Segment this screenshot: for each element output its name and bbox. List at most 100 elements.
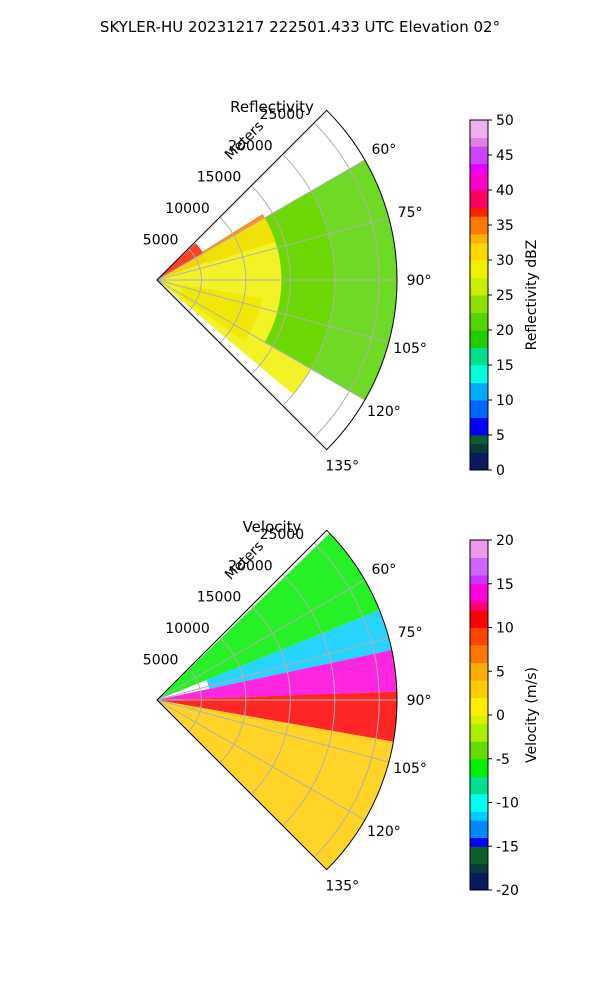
colorbar-swatch	[470, 268, 488, 278]
colorbar-swatch	[470, 426, 488, 436]
colorbar-swatch	[470, 190, 488, 200]
azimuth-tick-label: 135°	[325, 458, 359, 474]
colorbar-swatch	[470, 653, 488, 663]
colorbar-swatch	[470, 198, 488, 208]
colorbar-swatch	[470, 347, 488, 357]
reflectivity-panel: Reflectivity500010000150002000025000Mete…	[143, 98, 540, 479]
colorbar-swatch	[470, 557, 488, 567]
colorbar-swatch	[470, 225, 488, 235]
colorbar-swatch	[470, 872, 488, 882]
azimuth-spoke	[156, 279, 366, 401]
azimuth-spoke	[156, 699, 366, 821]
range-tick-label: 25000	[260, 107, 305, 123]
colorbar-swatch	[470, 155, 488, 165]
azimuth-spoke	[156, 279, 389, 343]
panel-title: Velocity	[243, 518, 302, 536]
colorbar-swatch	[470, 417, 488, 427]
colorbar-tick-label: 20	[496, 323, 514, 339]
data-region	[157, 533, 380, 700]
colorbar-tick-label: 5	[496, 428, 505, 444]
colorbar-swatch	[470, 295, 488, 305]
colorbar-swatch	[470, 750, 488, 760]
colorbar-swatch	[470, 540, 488, 550]
colorbar-swatch	[470, 408, 488, 418]
colorbar-swatch	[470, 207, 488, 217]
colorbar-swatch	[470, 785, 488, 795]
colorbar-swatch	[470, 793, 488, 803]
colorbar-swatch	[470, 338, 488, 348]
data-region	[157, 242, 208, 280]
colorbar-swatch	[470, 137, 488, 147]
colorbar-swatch	[470, 566, 488, 576]
range-tick-label: 15000	[197, 590, 242, 606]
colorbar-swatch	[470, 400, 488, 410]
azimuth-tick-label: 135°	[325, 878, 359, 894]
azimuth-tick-label: 105°	[393, 761, 427, 777]
range-tick-label: 15000	[197, 170, 242, 186]
colorbar-swatch	[470, 128, 488, 138]
colorbar-label: Reflectivity dBZ	[524, 240, 540, 351]
colorbar-tick-label: 15	[496, 358, 514, 374]
colorbar-swatch	[470, 662, 488, 672]
azimuth-tick-label: 90°	[407, 693, 432, 709]
colorbar-tick-label: 10	[496, 621, 514, 637]
colorbar-tick-label: 10	[496, 393, 514, 409]
colorbar-swatch	[470, 461, 488, 471]
colorbar-swatch	[470, 645, 488, 655]
colorbar-swatch	[470, 303, 488, 313]
colorbar-swatch	[470, 767, 488, 777]
colorbar-swatch	[470, 610, 488, 620]
colorbar-swatch	[470, 120, 488, 130]
colorbar-swatch	[470, 163, 488, 173]
data-region	[206, 610, 392, 689]
colorbar-swatch	[470, 277, 488, 287]
azimuth-tick-label: 120°	[367, 404, 401, 420]
colorbar-label: Velocity (m/s)	[524, 667, 540, 763]
colorbar-swatch	[470, 855, 488, 865]
azimuth-tick-label: 75°	[398, 205, 423, 221]
colorbar-swatch	[470, 330, 488, 340]
colorbar-tick-label: 40	[496, 183, 514, 199]
azimuth-tick-label: 120°	[367, 824, 401, 840]
range-tick-label: 10000	[165, 621, 210, 637]
colorbar-tick-label: 25	[496, 288, 514, 304]
colorbar-swatch	[470, 706, 488, 716]
sector-frame	[156, 529, 398, 871]
colorbar-swatch	[470, 776, 488, 786]
colorbar-swatch	[470, 881, 488, 891]
colorbar-tick-label: -20	[496, 883, 519, 899]
colorbar-swatch	[470, 365, 488, 375]
colorbar-tick-label: 30	[496, 253, 514, 269]
azimuth-tick-label: 75°	[398, 625, 423, 641]
colorbar-tick-label: 15	[496, 577, 514, 593]
colorbar-swatch	[470, 452, 488, 462]
colorbar-swatch	[470, 863, 488, 873]
colorbar-swatch	[470, 216, 488, 226]
azimuth-tick-label: 60°	[371, 562, 396, 578]
colorbar-swatch	[470, 181, 488, 191]
azimuth-tick-label: 60°	[371, 142, 396, 158]
colorbar-swatch	[470, 373, 488, 383]
colorbar-swatch	[470, 697, 488, 707]
colorbar-swatch	[470, 828, 488, 838]
colorbar-tick-label: 0	[496, 463, 505, 479]
colorbar-swatch	[470, 732, 488, 742]
colorbar-swatch	[470, 260, 488, 270]
colorbar-swatch	[470, 715, 488, 725]
colorbar-swatch	[470, 172, 488, 182]
colorbar-swatch	[470, 575, 488, 585]
azimuth-spoke	[156, 159, 366, 281]
colorbar-swatch	[470, 837, 488, 847]
colorbar-swatch	[470, 233, 488, 243]
azimuth-spoke	[156, 579, 366, 701]
azimuth-spoke	[156, 699, 389, 763]
colorbar-swatch	[470, 312, 488, 322]
colorbar-swatch	[470, 146, 488, 156]
colorbar-tick-label: 20	[496, 533, 514, 549]
data-region	[157, 700, 394, 870]
colorbar-swatch	[470, 688, 488, 698]
colorbar-swatch	[470, 382, 488, 392]
colorbar-tick-label: 50	[496, 113, 514, 129]
